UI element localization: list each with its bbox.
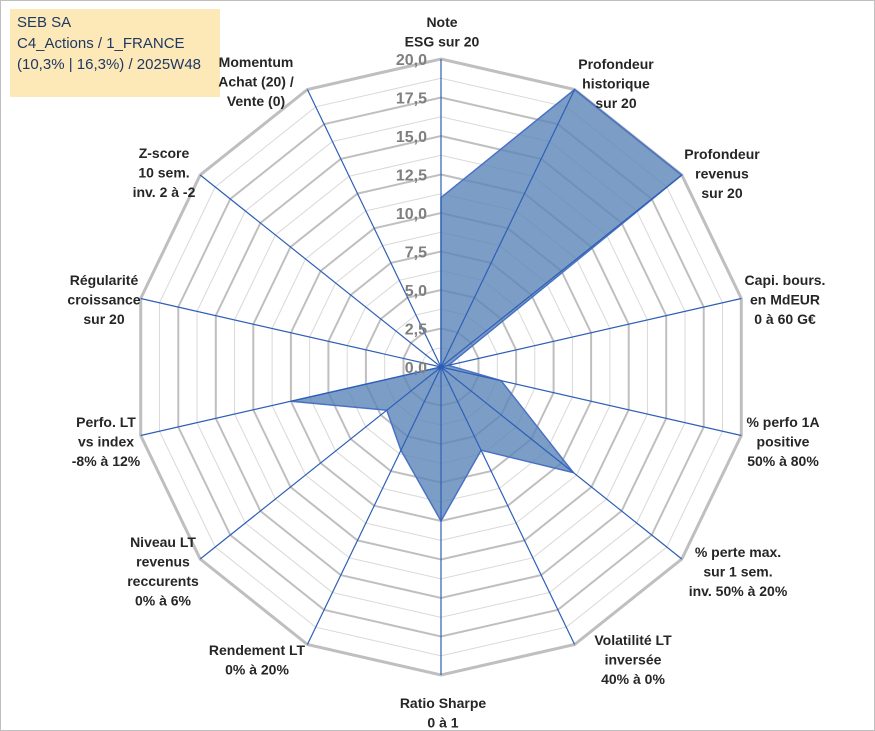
axis-spoke bbox=[440, 366, 576, 645]
category-label-line: en MdEUR bbox=[750, 292, 820, 308]
tick-label: 10,0 bbox=[396, 206, 427, 223]
data-series bbox=[290, 88, 683, 523]
category-label-line: % perte max. bbox=[695, 544, 781, 560]
category-label-line: Capi. bours. bbox=[745, 272, 826, 288]
category-label: Perfo. LT vs index -8% à 12% bbox=[72, 414, 141, 469]
category-label: Momentum Achat (20) / Vente (0) bbox=[218, 54, 294, 109]
category-label-line: 50% à 80% bbox=[747, 453, 819, 469]
category-label-line: Profondeur bbox=[684, 146, 760, 162]
category-label: Note ESG sur 20 bbox=[405, 14, 480, 50]
category-label: % perfo 1A positive 50% à 80% bbox=[746, 414, 819, 469]
category-label: % perte max. sur 1 sem. inv. 50% à 20% bbox=[689, 544, 788, 599]
category-label-line: Ratio Sharpe bbox=[400, 695, 487, 711]
axis-spokes bbox=[140, 59, 742, 675]
category-label-line: inv. 50% à 20% bbox=[689, 583, 788, 599]
category-label: Ratio Sharpe 0 à 1 bbox=[400, 695, 487, 731]
axis-spoke bbox=[440, 174, 683, 368]
category-label-line: positive bbox=[757, 434, 810, 450]
category-label-line: Perfo. LT bbox=[76, 414, 136, 430]
category-label: Capi. bours. en MdEUR 0 à 60 G€ bbox=[745, 272, 826, 327]
tick-label: 0,0 bbox=[405, 360, 427, 377]
category-label-line: inv. 2 à -2 bbox=[133, 184, 196, 200]
category-label-line: revenus bbox=[136, 554, 190, 570]
category-label: Rendement LT 0% à 20% bbox=[209, 642, 306, 678]
tick-label: 7,5 bbox=[405, 245, 427, 262]
tick-label: 15,0 bbox=[396, 129, 427, 146]
category-label-line: inversée bbox=[605, 652, 662, 668]
tick-label: 20,0 bbox=[396, 52, 427, 69]
category-label-line: 10 sem. bbox=[138, 165, 189, 181]
axis-spoke bbox=[440, 89, 576, 368]
category-label-line: Vente (0) bbox=[227, 93, 285, 109]
category-label: Volatilité LT inversée 40% à 0% bbox=[594, 632, 672, 687]
axis-spoke bbox=[199, 366, 442, 560]
category-label-line: sur 20 bbox=[701, 185, 742, 201]
category-label-line: sur 1 sem. bbox=[703, 564, 772, 580]
axis-spoke bbox=[440, 366, 683, 560]
tick-label: 2,5 bbox=[405, 322, 427, 339]
company-name: SEB SA bbox=[17, 14, 72, 31]
category-label-line: Z-score bbox=[139, 145, 190, 161]
period-label: (10,3% | 16,3%) / 2025W48 bbox=[17, 56, 201, 73]
category-label: Régularité croissance sur 20 bbox=[67, 272, 140, 327]
category-label-line: reccurents bbox=[127, 573, 199, 589]
tick-label: 5,0 bbox=[405, 283, 427, 300]
category-labels: Note ESG sur 20 Profondeur historique sur 20… bbox=[67, 14, 826, 731]
category-label: Profondeur revenus sur 20 bbox=[684, 146, 760, 201]
tick-label: 12,5 bbox=[396, 168, 427, 185]
axis-spoke bbox=[140, 297, 442, 368]
category-label-line: Régularité bbox=[70, 272, 139, 288]
axis-spoke bbox=[306, 89, 442, 368]
axis-spoke bbox=[140, 366, 442, 437]
category-label-line: Note bbox=[426, 14, 457, 30]
category-label-line: sur 20 bbox=[83, 311, 124, 327]
category-label-line: Momentum bbox=[219, 54, 294, 70]
category-label-line: Volatilité LT bbox=[594, 632, 672, 648]
category-label-line: 0% à 6% bbox=[135, 593, 192, 609]
category-label: C4_Actions / 1_FRANCE bbox=[17, 35, 185, 52]
axis-spoke bbox=[306, 366, 442, 645]
category-label: Niveau LT revenus reccurents 0% à 6% bbox=[127, 534, 199, 609]
chart-title-box: SEB SA C4_Actions / 1_FRANCE (10,3% | 16… bbox=[10, 9, 220, 97]
tick-label: 17,5 bbox=[396, 91, 427, 108]
category-label-line: 0 à 1 bbox=[427, 715, 458, 731]
category-label-line: -8% à 12% bbox=[72, 453, 141, 469]
axis-spoke bbox=[199, 174, 442, 368]
category-label-line: ESG sur 20 bbox=[405, 34, 480, 50]
category-label-line: Niveau LT bbox=[130, 534, 196, 550]
tick-labels: 0,0 2,5 5,0 7,5 10,0 12,5 15,0 17,5 20,0 bbox=[396, 52, 427, 377]
category-label-line: croissance bbox=[67, 292, 140, 308]
category-label-line: vs index bbox=[78, 434, 134, 450]
category-label-line: historique bbox=[582, 76, 650, 92]
axis-spoke bbox=[440, 297, 742, 368]
series-area bbox=[290, 88, 683, 523]
category-label-line: revenus bbox=[695, 166, 749, 182]
category-label-line: Rendement LT bbox=[209, 642, 306, 658]
category-label-line: Achat (20) / bbox=[218, 74, 294, 90]
category-label: Z-score 10 sem. inv. 2 à -2 bbox=[133, 145, 196, 200]
category-label-line: 0% à 20% bbox=[225, 662, 289, 678]
category-label-line: 40% à 0% bbox=[601, 671, 665, 687]
category-label-line: % perfo 1A bbox=[746, 414, 819, 430]
category-label-line: sur 20 bbox=[595, 95, 636, 111]
category-label-line: 0 à 60 G€ bbox=[754, 311, 816, 327]
category-label-line: Profondeur bbox=[578, 56, 654, 72]
category-label: Profondeur historique sur 20 bbox=[578, 56, 654, 111]
axis-spoke bbox=[440, 366, 742, 437]
